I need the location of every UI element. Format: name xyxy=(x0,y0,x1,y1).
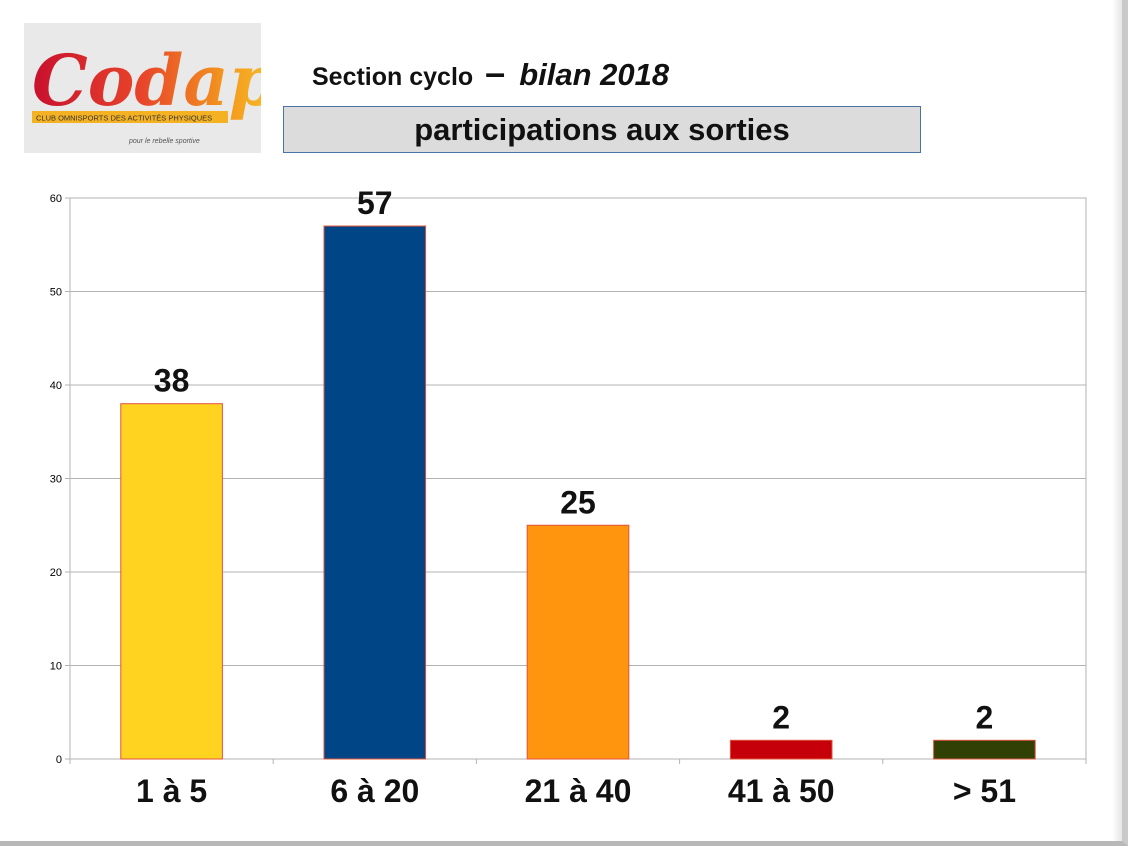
slide: Codap CLUB OMNISPORTS DES ACTIVITÉS PHYS… xyxy=(0,0,1128,846)
logo-band xyxy=(32,111,228,123)
data-label: 2 xyxy=(772,699,790,735)
x-tick-label: 6 à 20 xyxy=(330,773,419,809)
data-label: 57 xyxy=(357,185,393,221)
codap-logo: Codap CLUB OMNISPORTS DES ACTIVITÉS PHYS… xyxy=(24,23,261,153)
bar-chart: 0 10 20 30 40 50 60 38 1 à 5 57 6 à 20 25 21 à 40 2 41… xyxy=(50,185,1087,809)
data-label: 38 xyxy=(154,363,190,399)
bar xyxy=(729,739,833,760)
title-dash: – xyxy=(485,52,506,93)
logo-slogan: pour le rebelle sportive xyxy=(128,138,200,145)
data-label: 2 xyxy=(976,699,994,735)
bar xyxy=(120,403,223,760)
chart-title-box: participations aux sorties xyxy=(283,106,921,153)
data-label: 25 xyxy=(560,484,596,520)
y-tick-label: 40 xyxy=(50,380,62,392)
year-label: bilan 2018 xyxy=(519,57,670,92)
page-heading: Section cyclo – bilan 2018 xyxy=(312,52,912,93)
y-tick-label: 10 xyxy=(50,661,62,673)
logo-wordmark: Codap xyxy=(32,39,261,122)
x-tick-label: 21 à 40 xyxy=(525,773,632,809)
bar xyxy=(526,524,630,760)
x-tick-label: 1 à 5 xyxy=(136,773,207,809)
y-tick-label: 30 xyxy=(50,474,62,486)
x-tick-label: > 51 xyxy=(953,773,1016,809)
bar xyxy=(933,739,1036,760)
section-label: Section cyclo xyxy=(312,63,474,91)
chart-title: participations aux sorties xyxy=(414,111,790,147)
codap-logo-graphic: Codap CLUB OMNISPORTS DES ACTIVITÉS PHYS… xyxy=(32,39,261,145)
bar xyxy=(323,225,427,760)
y-tick-label: 0 xyxy=(56,754,62,766)
y-tick-label: 20 xyxy=(50,567,62,579)
y-tick-label: 60 xyxy=(50,193,62,205)
x-tick-label: 41 à 50 xyxy=(728,773,835,809)
logo-tagline: CLUB OMNISPORTS DES ACTIVITÉS PHYSIQUES xyxy=(36,114,212,123)
y-tick-label: 50 xyxy=(50,287,62,299)
